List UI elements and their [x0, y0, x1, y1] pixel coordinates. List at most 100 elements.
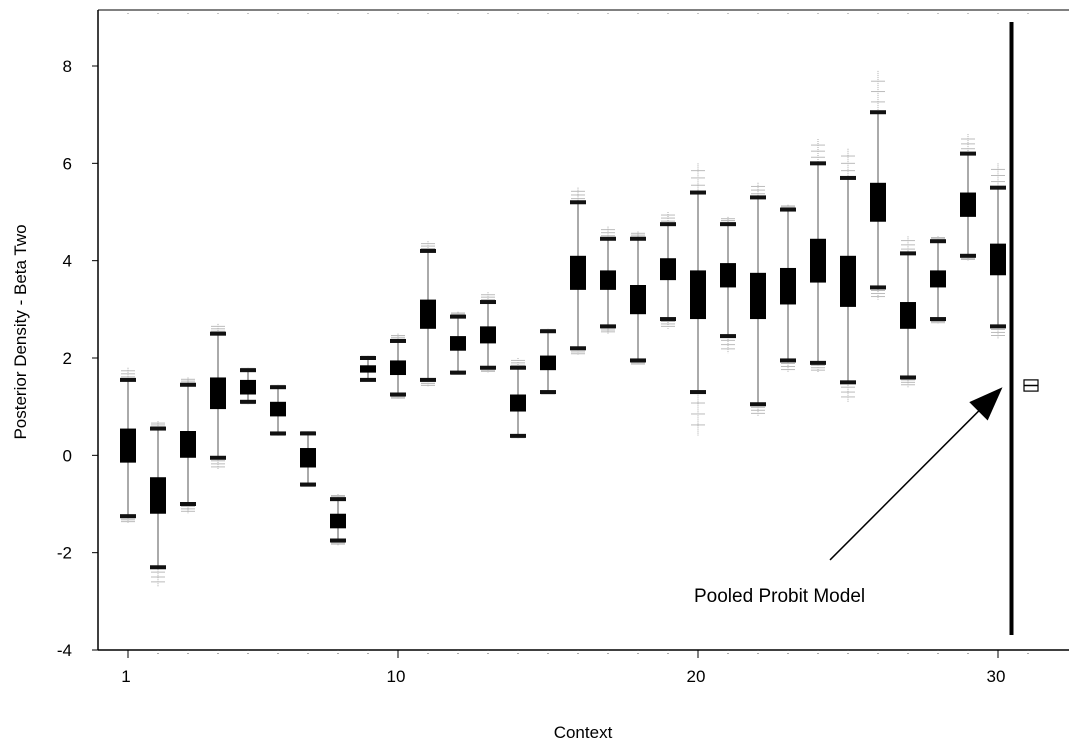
box-body	[180, 431, 196, 458]
arrow-shaft	[829, 396, 994, 561]
whisker-cap-high	[930, 239, 946, 244]
whisker-cap-low	[510, 433, 526, 438]
x-tick-label: 1	[121, 667, 130, 686]
box-body	[150, 477, 166, 514]
whisker-cap-high	[840, 175, 856, 180]
whisker-cap-low	[660, 317, 676, 322]
box-body	[900, 302, 916, 329]
whisker-cap-high	[300, 431, 316, 436]
box-body	[330, 513, 346, 529]
box-body	[780, 267, 796, 305]
whisker-cap-high	[330, 497, 346, 502]
box-context-9	[360, 355, 376, 382]
whisker-cap-low	[450, 370, 466, 375]
box-body	[300, 448, 316, 468]
box-context-3	[180, 377, 196, 514]
box-context-17	[600, 226, 616, 334]
whisker-cap-low	[150, 565, 166, 570]
whisker-cap-high	[240, 368, 256, 373]
whisker-cap-low	[180, 502, 196, 506]
y-tick-label: 8	[63, 57, 72, 76]
whisker-cap-low	[270, 431, 286, 436]
y-tick-label: 4	[63, 252, 72, 271]
y-axis-label: Posterior Density - Beta Two	[11, 224, 30, 439]
whisker-cap-low	[810, 360, 826, 365]
whisker-cap-low	[420, 377, 436, 382]
whisker-cap-low	[630, 358, 646, 363]
box-body	[450, 336, 466, 351]
y-tick-label: 2	[63, 349, 72, 368]
whisker-cap-high	[120, 377, 136, 382]
whisker-cap-low	[870, 285, 886, 290]
box-body	[750, 272, 766, 320]
box-context-10	[390, 333, 406, 400]
box-context-6	[270, 384, 286, 436]
whisker-cap-low	[480, 365, 496, 370]
box-body	[930, 270, 946, 288]
box-body	[210, 377, 226, 410]
box-context-2	[150, 421, 166, 587]
y-tick-label: -4	[57, 641, 72, 660]
whisker-cap-low	[330, 538, 346, 543]
box-context-16	[570, 187, 586, 356]
whisker-cap-high	[720, 222, 736, 227]
box-context-27	[900, 236, 916, 388]
whisker-cap-high	[750, 195, 766, 200]
whisker-cap-low	[570, 346, 586, 351]
whisker-cap-low	[690, 390, 706, 395]
box-body	[990, 243, 1006, 276]
x-tick-label: 10	[387, 667, 406, 686]
box-context-1	[120, 367, 136, 524]
box-context-5	[240, 367, 256, 405]
whisker-cap-low	[120, 514, 136, 519]
whisker-cap-low	[840, 380, 856, 385]
y-axis-ticks: -4 -2 0 2 4 6 8	[57, 57, 98, 660]
box-body	[720, 263, 736, 288]
box-context-25	[840, 148, 856, 402]
whisker-cap-low	[600, 324, 616, 329]
whisker-cap-high	[360, 356, 376, 360]
whisker-cap-low	[780, 358, 796, 363]
whisker-cap-high	[630, 236, 646, 241]
box-context-23	[780, 204, 796, 373]
box-context-12	[450, 311, 466, 376]
box-body	[420, 299, 436, 329]
x-axis-label: Context	[554, 723, 613, 742]
whisker-cap-high	[270, 385, 286, 390]
box-body	[600, 270, 616, 290]
box-series	[120, 70, 1039, 587]
whisker-cap-low	[300, 482, 316, 487]
box-context-11	[420, 241, 436, 388]
box-body	[240, 379, 256, 395]
whisker-cap-high	[960, 151, 976, 156]
box-context-21	[720, 216, 736, 354]
whisker-cap-low	[900, 375, 916, 380]
whisker-cap-low	[390, 392, 406, 397]
y-tick-label: -2	[57, 544, 72, 563]
whisker-cap-high	[390, 338, 406, 343]
whisker-cap-high	[150, 426, 166, 431]
box-body	[390, 360, 406, 376]
box-context-30	[990, 163, 1006, 339]
box-context-7	[300, 431, 316, 487]
box-context-19	[660, 212, 676, 329]
whisker-cap-low	[720, 334, 736, 339]
whisker-cap-high	[480, 300, 496, 305]
box-pooled	[1023, 379, 1039, 392]
whisker-cap-low	[960, 253, 976, 258]
plot-frame	[97, 9, 1069, 651]
whisker-cap-high	[180, 382, 196, 387]
box-body	[960, 192, 976, 217]
whisker-cap-low	[210, 455, 226, 460]
box-body	[660, 258, 676, 281]
box-context-26	[870, 70, 886, 300]
box-body	[630, 285, 646, 315]
whisker-cap-low	[240, 399, 256, 404]
box-body	[480, 326, 496, 344]
y-tick-label: 0	[63, 446, 72, 465]
box-body	[690, 270, 706, 320]
box-body	[510, 394, 526, 412]
whisker-cap-high	[420, 248, 436, 253]
box-context-14	[510, 358, 526, 439]
